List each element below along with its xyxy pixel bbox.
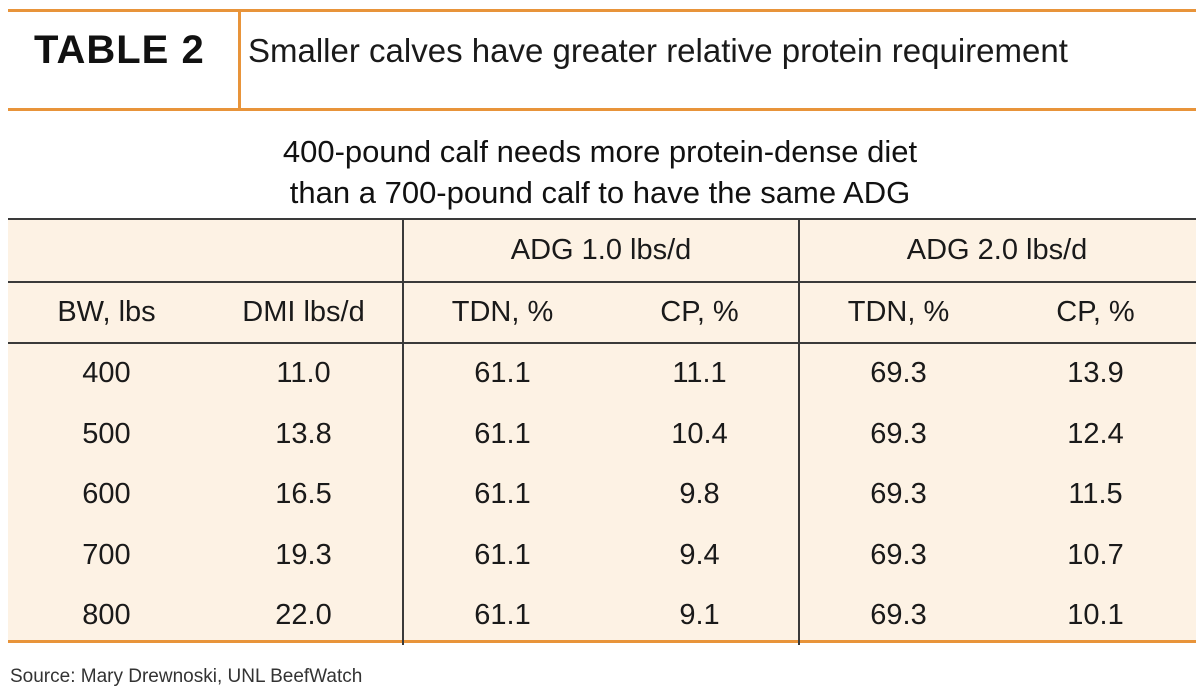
table-cell: 13.8 (275, 417, 332, 450)
source-note: Source: Mary Drewnoski, UNL BeefWatch (10, 666, 363, 687)
table-cell: 11.0 (276, 357, 331, 389)
table-cell: 69.3 (870, 417, 927, 450)
table-cell: 22.0 (275, 599, 332, 631)
group-header-adg-1: ADG 1.0 lbs/d (510, 234, 692, 266)
table-cell: 800 (82, 599, 131, 631)
table-cell: 9.8 (679, 478, 720, 510)
header-divider (238, 12, 241, 108)
table-cell: 69.3 (870, 478, 927, 510)
group-divider-1 (402, 220, 404, 645)
table-cell: 19.3 (275, 538, 332, 571)
group-header-rule (8, 281, 1196, 283)
table-cell: 600 (82, 478, 131, 510)
table-cell: 11.5 (1068, 478, 1123, 510)
column-header-dmi: DMI lbs/d (242, 296, 365, 328)
table-cell: 13.9 (1067, 357, 1124, 389)
table-cell: 9.1 (679, 599, 720, 631)
column-header-cp-2: CP, % (1056, 296, 1135, 328)
column-header-bw: BW, lbs (57, 296, 156, 328)
table-cell: 69.3 (870, 599, 927, 631)
table-subtitle: 400-pound calf needs more protein-dense … (0, 131, 1200, 213)
table-cell: 11.1 (672, 357, 727, 389)
table-header (8, 9, 1196, 111)
column-header-rule (8, 342, 1196, 344)
subtitle-line-2: than a 700-pound calf to have the same A… (289, 175, 911, 210)
table-cell: 69.3 (870, 538, 927, 571)
table-cell: 10.4 (671, 417, 728, 450)
table-cell: 10.7 (1067, 538, 1124, 571)
table-cell: 61.1 (474, 538, 531, 571)
table-cell: 9.4 (679, 538, 720, 571)
table-cell: 700 (82, 538, 131, 571)
group-header-adg-2: ADG 2.0 lbs/d (906, 234, 1088, 266)
column-header-cp-1: CP, % (660, 296, 739, 328)
table-label: TABLE 2 (34, 28, 205, 72)
table-cell: 400 (82, 357, 131, 389)
table-title: Smaller calves have greater relative pro… (248, 32, 1068, 69)
column-header-tdn-1: TDN, % (451, 296, 554, 328)
table-cell: 61.1 (474, 599, 531, 631)
table-cell: 12.4 (1067, 417, 1124, 450)
table-cell: 61.1 (474, 478, 531, 510)
table-cell: 500 (82, 417, 131, 450)
table-cell: 69.3 (870, 357, 927, 389)
table-cell: 16.5 (275, 478, 332, 510)
table-cell: 61.1 (474, 417, 531, 450)
data-table: ADG 1.0 lbs/d ADG 2.0 lbs/d BW, lbs DMI … (8, 218, 1196, 645)
column-header-tdn-2: TDN, % (847, 296, 950, 328)
table-cell: 10.1 (1067, 599, 1124, 631)
group-divider-2 (798, 220, 800, 645)
table-cell: 61.1 (474, 357, 531, 389)
subtitle-line-1: 400-pound calf needs more protein-dense … (282, 134, 918, 169)
